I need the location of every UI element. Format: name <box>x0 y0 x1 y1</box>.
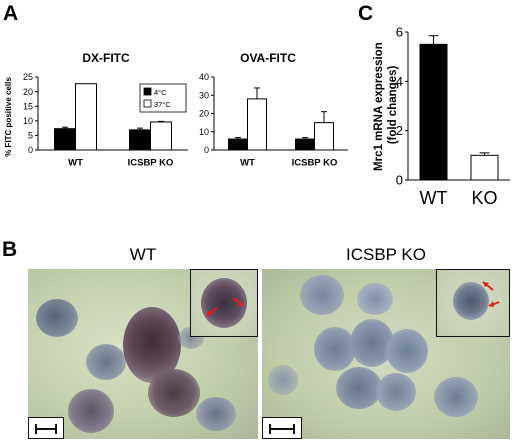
y-tick-label: 6 <box>396 25 403 40</box>
cell <box>300 275 344 315</box>
x-category-label: WT <box>420 188 448 208</box>
micrograph-wt-inset <box>190 269 258 337</box>
cell <box>434 377 478 417</box>
y-tick-label: 15 <box>23 101 33 111</box>
y-tick-label: 40 <box>199 72 209 82</box>
bar <box>295 138 315 151</box>
y-tick-label: 20 <box>199 109 209 119</box>
cell <box>314 327 356 371</box>
micrograph-ko-title: ICSBP KO <box>346 245 426 264</box>
y-tick-label: 0 <box>28 145 33 155</box>
bar <box>314 122 334 151</box>
scale-bar <box>262 417 302 439</box>
micrograph-ko-inset <box>436 269 510 337</box>
arrow-icon <box>206 307 218 317</box>
x-category-label: WT <box>68 158 83 169</box>
cell <box>453 282 489 320</box>
y-tick-label: 10 <box>199 127 209 137</box>
bar <box>247 98 267 151</box>
x-category-label: ICSBP KO <box>128 158 174 169</box>
y-tick-label: 5 <box>28 131 33 141</box>
scale-bar <box>28 417 64 439</box>
x-category-label: ICSBP KO <box>292 158 338 169</box>
arrow-icon <box>232 297 244 307</box>
ova-fitc-title: OVA-FITC <box>240 51 296 65</box>
legend-label-warm: 37°C <box>154 100 171 109</box>
legend-swatch-warm <box>143 99 152 108</box>
dx-fitc-chart: DX-FITC % FITC positive cells 0 5 10 15 20 25… <box>4 51 188 169</box>
bar <box>419 43 448 181</box>
cell <box>148 369 200 417</box>
y-tick-label: 20 <box>23 87 33 97</box>
cell <box>336 367 382 409</box>
micrograph-wt <box>28 269 258 439</box>
mrc1-ylabel-line-1: Mrc1 mRNA expression <box>373 42 385 171</box>
cell <box>86 344 126 380</box>
y-tick-label: 4 <box>396 74 403 89</box>
cell <box>386 329 428 373</box>
bar <box>54 128 76 151</box>
y-tick-label: 0 <box>204 145 209 155</box>
legend-swatch-cold <box>143 87 152 96</box>
arrow-icon <box>482 281 494 291</box>
panel-label-b: B <box>2 238 18 261</box>
mrc1-ylabel-line-2: (fold changes) <box>387 66 399 145</box>
cell <box>36 299 78 337</box>
y-tick-label: 25 <box>23 72 33 82</box>
cell <box>376 373 416 411</box>
micrograph-wt-title: WT <box>129 245 157 264</box>
y-tick-label: 30 <box>199 90 209 100</box>
mrc1-expression-chart: Mrc1 mRNA expression (fold changes) 0 2 4 6… <box>373 25 510 208</box>
y-tick-label: 0 <box>396 173 403 188</box>
micrograph-ko <box>262 269 510 439</box>
x-category-label: KO <box>471 188 497 208</box>
cell <box>68 389 114 433</box>
x-category-label: WT <box>240 158 255 169</box>
bar <box>75 83 97 151</box>
dx-fitc-title: DX-FITC <box>82 51 130 65</box>
bar <box>150 121 172 151</box>
cell <box>357 283 393 315</box>
arrow-icon <box>488 301 500 307</box>
legend-label-cold: 4°C <box>154 88 167 97</box>
y-tick-label: 10 <box>23 116 33 126</box>
bar <box>470 154 499 181</box>
y-tick-label: 2 <box>396 123 403 138</box>
cell <box>196 397 236 431</box>
ova-fitc-chart: OVA-FITC 0 10 20 30 40 WT ICSBP KO <box>199 51 348 169</box>
mrc1-ylabel: Mrc1 mRNA expression (fold changes) <box>373 39 399 171</box>
bar <box>129 129 151 151</box>
panel-label-c: C <box>358 2 374 25</box>
bar <box>228 138 248 151</box>
dx-fitc-ylabel: % FITC positive cells <box>4 77 13 157</box>
panel-label-a: A <box>3 2 19 25</box>
cell <box>268 365 298 395</box>
